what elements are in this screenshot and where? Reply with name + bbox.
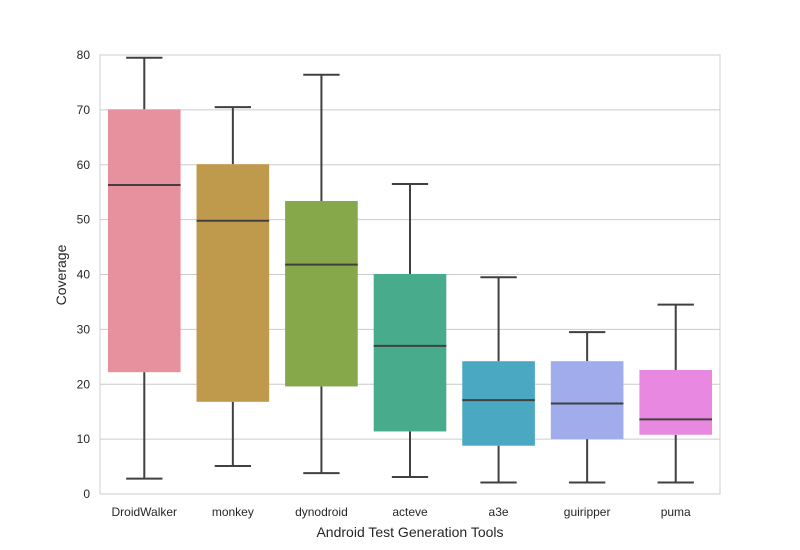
box-droidwalker [107,56,181,480]
box-plots [107,56,713,484]
box-monkey [196,106,270,468]
plot-frame [99,54,721,495]
x-tick-label: acteve [392,505,428,519]
y-tick-label: 60 [77,158,91,172]
y-tick-labels: 0 10 20 30 40 50 60 70 80 [77,48,91,501]
y-tick-label: 70 [77,103,91,117]
y-axis-label: Coverage [53,244,69,305]
x-tick-label: a3e [489,505,509,519]
x-tick-label: monkey [212,505,254,519]
x-tick-labels: DroidWalker monkey dynodroid acteve a3e guiri… [111,505,691,519]
y-tick-label: 0 [83,487,90,501]
box-a3e [462,276,535,484]
box-iqr [285,200,358,387]
x-tick-label: puma [661,505,691,519]
box-guiripper [550,331,624,484]
box-iqr [107,109,181,373]
box-iqr [550,361,624,440]
box-iqr [639,369,713,435]
x-tick-label: guiripper [564,505,611,519]
box-puma [639,303,713,484]
y-tick-label: 80 [77,48,91,62]
y-tick-label: 20 [77,377,91,391]
y-tick-label: 50 [77,213,91,227]
x-axis-label: Android Test Generation Tools [316,524,503,540]
y-tick-label: 40 [77,268,91,282]
x-tick-label: dynodroid [295,505,348,519]
box-dynodroid [285,73,358,475]
box-acteve [373,182,447,478]
box-iqr [462,361,535,446]
box-iqr [373,273,447,432]
x-tick-label: DroidWalker [111,505,177,519]
y-tick-label: 30 [77,322,91,336]
y-tick-label: 10 [77,432,91,446]
box-iqr [196,164,270,402]
